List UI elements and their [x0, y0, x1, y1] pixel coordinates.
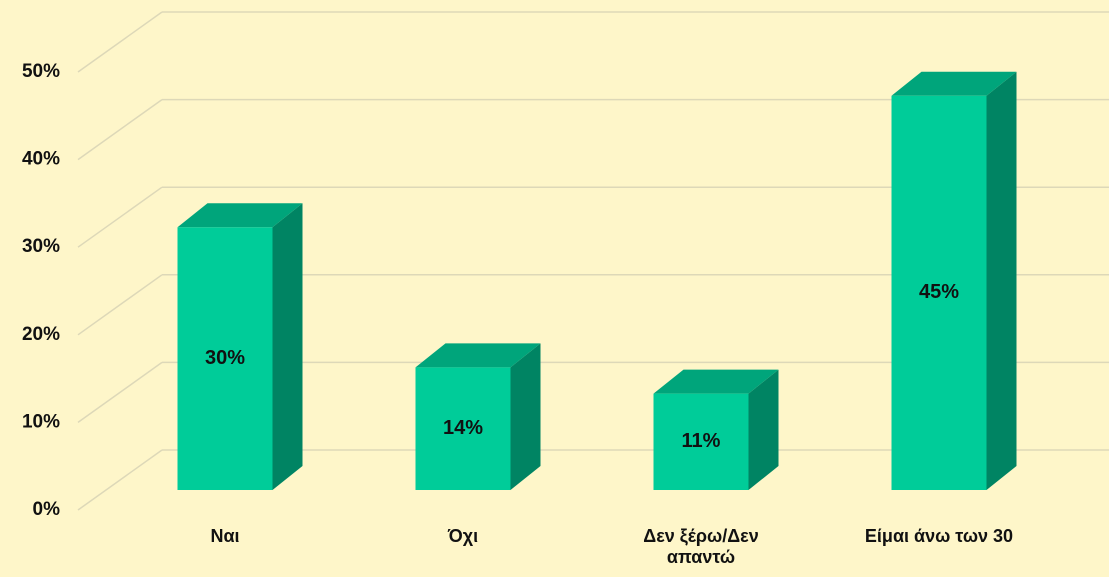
grid-line — [77, 11, 163, 73]
x-tick-label: Όχι — [447, 526, 479, 546]
y-tick-label: 50% — [22, 61, 60, 82]
bar-top — [653, 369, 779, 394]
bar-side — [986, 71, 1017, 491]
value-label: 30% — [205, 347, 245, 369]
bar — [415, 343, 541, 490]
bar-front — [653, 393, 749, 490]
y-tick-label: 10% — [22, 411, 60, 432]
y-tick-label: 30% — [22, 236, 60, 257]
bar-front — [891, 95, 987, 491]
bar-side — [272, 203, 303, 490]
y-tick-label: 20% — [22, 324, 60, 345]
x-tick-label: Είμαι άνω των 30 — [864, 526, 1014, 546]
grid-line — [77, 98, 163, 161]
bar — [177, 203, 303, 490]
value-label: 11% — [682, 430, 721, 452]
grid-line — [77, 186, 163, 248]
y-tick-label: 40% — [22, 149, 60, 170]
grid-line — [77, 361, 163, 424]
bar-top — [415, 343, 541, 368]
bar-top — [891, 71, 1017, 96]
bar-top — [177, 203, 303, 228]
value-label: 14% — [443, 417, 483, 439]
value-label: 45% — [919, 281, 959, 303]
x-tick-label: Δεν ξέρω/Δεν απαντώ — [643, 526, 759, 567]
bar-side — [510, 343, 541, 490]
grid-line — [77, 449, 163, 511]
grid-line — [77, 274, 163, 336]
bar — [653, 369, 779, 490]
bar-side — [748, 369, 779, 490]
x-tick-label: Ναι — [210, 526, 240, 546]
bar-front — [177, 227, 273, 490]
bar — [891, 71, 1017, 491]
bar-front — [415, 367, 511, 490]
y-tick-label: 0% — [33, 499, 61, 520]
